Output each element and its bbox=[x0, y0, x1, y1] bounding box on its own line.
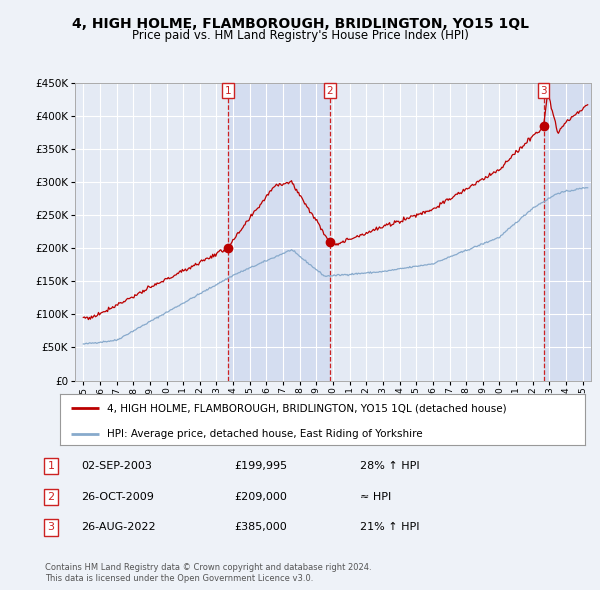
Text: 26-OCT-2009: 26-OCT-2009 bbox=[81, 492, 154, 502]
Text: Contains HM Land Registry data © Crown copyright and database right 2024.: Contains HM Land Registry data © Crown c… bbox=[45, 563, 371, 572]
Text: Price paid vs. HM Land Registry's House Price Index (HPI): Price paid vs. HM Land Registry's House … bbox=[131, 30, 469, 42]
Text: 26-AUG-2022: 26-AUG-2022 bbox=[81, 523, 155, 532]
Text: 2: 2 bbox=[326, 86, 334, 96]
Text: 4, HIGH HOLME, FLAMBOROUGH, BRIDLINGTON, YO15 1QL: 4, HIGH HOLME, FLAMBOROUGH, BRIDLINGTON,… bbox=[71, 17, 529, 31]
Text: 4, HIGH HOLME, FLAMBOROUGH, BRIDLINGTON, YO15 1QL (detached house): 4, HIGH HOLME, FLAMBOROUGH, BRIDLINGTON,… bbox=[107, 403, 507, 413]
Text: £209,000: £209,000 bbox=[234, 492, 287, 502]
Text: £385,000: £385,000 bbox=[234, 523, 287, 532]
Text: 3: 3 bbox=[47, 523, 55, 532]
Text: 1: 1 bbox=[47, 461, 55, 471]
Bar bbox=[544, 83, 591, 381]
Text: 28% ↑ HPI: 28% ↑ HPI bbox=[360, 461, 419, 471]
Text: 1: 1 bbox=[224, 86, 231, 96]
Text: This data is licensed under the Open Government Licence v3.0.: This data is licensed under the Open Gov… bbox=[45, 574, 313, 583]
Text: 21% ↑ HPI: 21% ↑ HPI bbox=[360, 523, 419, 532]
Text: HPI: Average price, detached house, East Riding of Yorkshire: HPI: Average price, detached house, East… bbox=[107, 429, 423, 439]
Bar bbox=[227, 83, 330, 381]
Text: ≈ HPI: ≈ HPI bbox=[360, 492, 391, 502]
Text: 2: 2 bbox=[47, 492, 55, 502]
Text: 3: 3 bbox=[540, 86, 547, 96]
Text: 02-SEP-2003: 02-SEP-2003 bbox=[81, 461, 152, 471]
Text: £199,995: £199,995 bbox=[234, 461, 287, 471]
